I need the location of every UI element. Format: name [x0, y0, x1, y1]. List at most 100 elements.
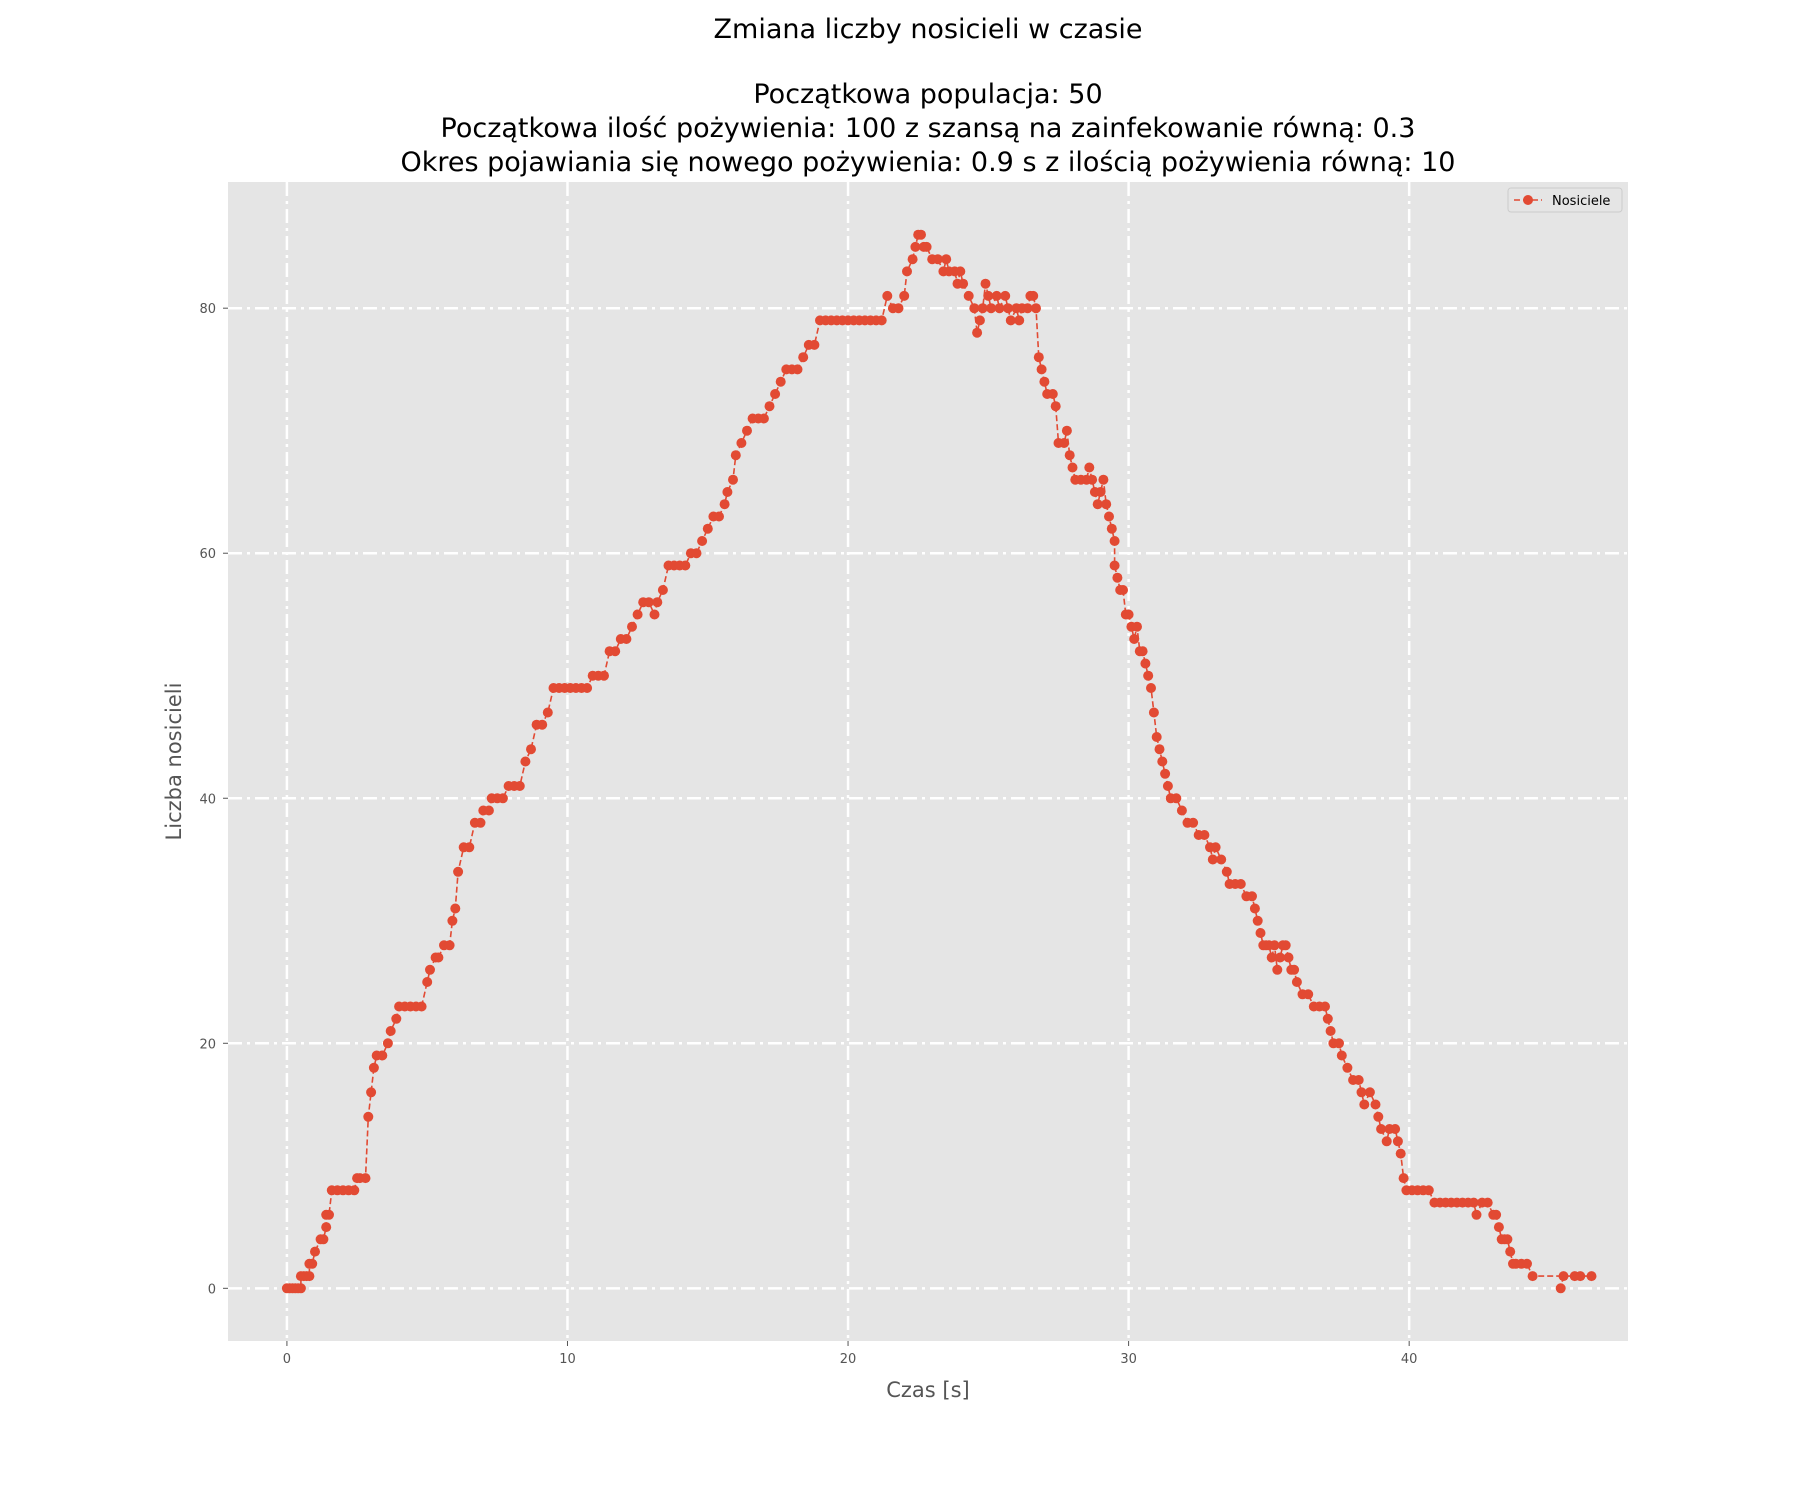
data-point-258 — [1364, 1087, 1375, 1098]
data-point-186 — [1101, 499, 1112, 510]
data-point-226 — [1247, 891, 1257, 902]
data-point-61 — [526, 744, 536, 755]
data-point-229 — [1255, 928, 1266, 938]
data-point-214 — [1188, 817, 1199, 828]
data-point-11 — [307, 1258, 318, 1269]
data-point-27 — [366, 1087, 377, 1098]
data-point-71 — [582, 683, 593, 693]
data-point-32 — [385, 1026, 396, 1036]
title-line-2: Początkowa populacja: 50 — [753, 79, 1102, 110]
data-point-152 — [983, 290, 994, 301]
data-point-207 — [1157, 756, 1168, 767]
y-tick-label-4: 80 — [199, 302, 216, 317]
title-line-0: Zmiana liczby nosicieli w czasie — [714, 14, 1143, 45]
data-point-155 — [994, 303, 1005, 314]
data-point-40 — [425, 964, 435, 975]
legend: Nosiciele — [1507, 187, 1623, 213]
data-point-219 — [1210, 842, 1221, 853]
data-point-30 — [377, 1050, 388, 1061]
data-point-202 — [1143, 670, 1154, 681]
data-point-185 — [1098, 474, 1109, 485]
x-axis-label: Czas [s] — [886, 1378, 970, 1402]
data-point-15 — [321, 1222, 332, 1233]
data-point-218 — [1207, 854, 1218, 865]
data-point-151 — [980, 278, 991, 289]
y-axis-label: Liczba nosicieli — [162, 683, 186, 841]
data-point-257 — [1359, 1099, 1370, 1110]
x-tick-label-4: 40 — [1401, 1352, 1418, 1367]
data-point-150 — [977, 303, 988, 314]
data-point-261 — [1376, 1124, 1387, 1134]
data-point-260 — [1373, 1111, 1384, 1122]
data-point-264 — [1390, 1124, 1401, 1134]
data-point-74 — [599, 670, 609, 681]
data-point-154 — [991, 290, 1002, 301]
x-tick-label-1: 10 — [559, 1352, 576, 1367]
data-point-283 — [1482, 1197, 1493, 1208]
data-point-184 — [1095, 487, 1106, 497]
data-point-145 — [958, 278, 969, 289]
data-point-205 — [1151, 732, 1162, 742]
data-point-175 — [1064, 450, 1075, 461]
data-point-14 — [318, 1234, 329, 1245]
data-point-85 — [657, 585, 668, 595]
data-point-128 — [893, 303, 904, 314]
data-point-12 — [310, 1246, 320, 1257]
data-point-256 — [1356, 1087, 1367, 1098]
data-point-173 — [1059, 438, 1070, 448]
data-point-203 — [1146, 683, 1156, 693]
data-point-167 — [1036, 364, 1047, 375]
data-point-280 — [1468, 1197, 1479, 1208]
grid-lines — [228, 182, 1628, 1341]
data-point-49 — [464, 842, 475, 853]
data-point-26 — [363, 1111, 374, 1122]
plot-area — [228, 182, 1628, 1341]
data-point-76 — [610, 646, 621, 657]
legend-marker — [1523, 195, 1533, 205]
data-point-101 — [742, 425, 752, 436]
data-point-242 — [1291, 977, 1302, 987]
data-point-39 — [422, 977, 433, 987]
data-point-197 — [1129, 634, 1140, 644]
data-point-105 — [764, 401, 775, 412]
data-point-83 — [649, 609, 660, 620]
data-point-262 — [1381, 1136, 1392, 1147]
data-point-165 — [1031, 303, 1041, 314]
data-point-195 — [1123, 609, 1134, 620]
data-point-104 — [758, 413, 769, 424]
data-point-298 — [1586, 1271, 1597, 1282]
data-point-168 — [1039, 376, 1050, 387]
x-tick-label-2: 20 — [840, 1352, 857, 1367]
data-point-140 — [941, 254, 952, 265]
data-point-247 — [1320, 1001, 1330, 1012]
data-point-33 — [391, 1013, 402, 1024]
data-point-132 — [910, 241, 921, 252]
data-point-164 — [1028, 290, 1039, 301]
data-point-130 — [902, 266, 912, 277]
data-point-107 — [775, 376, 786, 387]
data-point-99 — [730, 450, 741, 461]
data-point-236 — [1275, 952, 1286, 963]
data-point-134 — [916, 229, 926, 240]
data-point-206 — [1154, 744, 1165, 755]
data-point-209 — [1162, 781, 1173, 791]
data-point-201 — [1140, 658, 1151, 669]
data-point-295 — [1527, 1271, 1538, 1282]
data-point-297 — [1575, 1271, 1586, 1282]
data-point-106 — [770, 389, 781, 399]
data-point-93 — [702, 523, 713, 534]
data-point-272 — [1423, 1185, 1434, 1196]
data-point-228 — [1252, 915, 1263, 926]
data-point-235 — [1272, 964, 1283, 975]
data-point-22 — [349, 1185, 360, 1196]
data-point-146 — [963, 290, 974, 301]
data-point-227 — [1249, 903, 1260, 914]
data-point-157 — [1003, 303, 1013, 314]
data-point-149 — [974, 315, 985, 326]
data-point-300 — [1555, 1283, 1566, 1294]
data-point-60 — [520, 756, 531, 767]
data-point-176 — [1067, 462, 1078, 473]
data-point-189 — [1109, 536, 1120, 546]
